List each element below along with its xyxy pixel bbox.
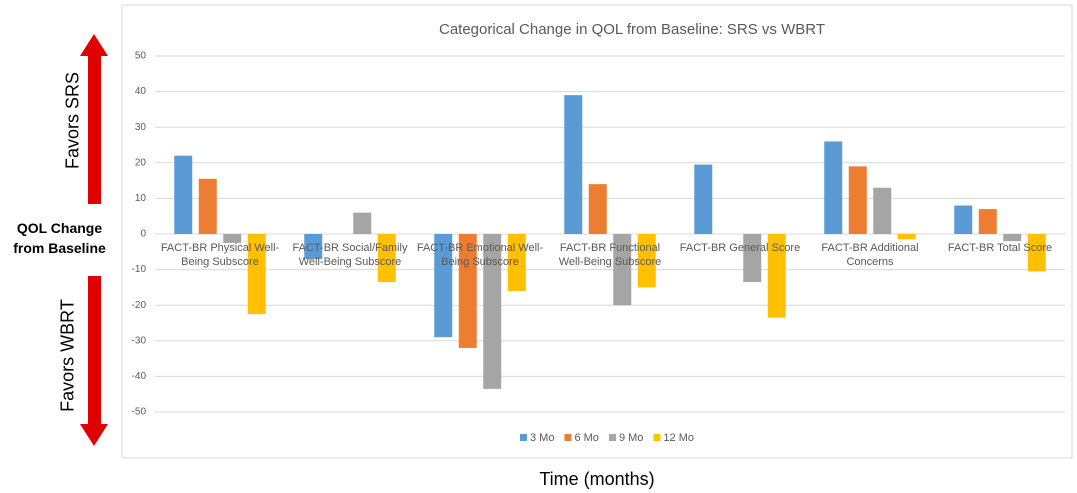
bar (434, 234, 453, 338)
y-tick-label: 20 (135, 157, 147, 168)
y-tick-label: -40 (132, 371, 147, 382)
bar (1003, 234, 1022, 242)
x-tick-label: FACT-BR Functional Well-Being Subscore (558, 242, 662, 268)
y-tick-label: -10 (132, 264, 147, 275)
bar (174, 155, 193, 234)
legend-label: 9 Mo (619, 432, 643, 444)
bar (483, 234, 502, 389)
y-tick-label: -20 (132, 300, 147, 311)
x-tick-label: FACT-BR Social/Family Well-Being Subscor… (292, 242, 408, 268)
y-tick-label: -50 (132, 407, 147, 418)
bar (824, 141, 843, 234)
bar (743, 234, 762, 283)
legend-swatch (520, 434, 527, 441)
bar (223, 234, 242, 243)
bar (848, 166, 867, 234)
y-tick-label: 40 (135, 86, 147, 97)
legend-swatch (564, 434, 572, 441)
legend-label: 6 Mo (574, 432, 598, 444)
legend-label: 12 Mo (663, 432, 694, 444)
y-tick-label: 30 (135, 122, 147, 133)
bar (247, 234, 266, 315)
bar (613, 234, 632, 306)
bar (507, 234, 526, 291)
x-tick-label: FACT-BR General Score (679, 242, 801, 254)
annotation: Favors WBRT (57, 299, 78, 412)
arrow-up (80, 34, 108, 204)
bar (458, 234, 477, 348)
chart-title: Categorical Change in QOL from Baseline:… (439, 21, 825, 38)
bar (954, 205, 973, 234)
x-tick-label: FACT-BR Total Score (947, 242, 1053, 254)
bar (377, 234, 396, 283)
y-tick-label: -30 (132, 335, 147, 346)
bar (588, 184, 607, 234)
bar (897, 234, 916, 240)
bar (1027, 234, 1046, 272)
bar (564, 95, 583, 234)
y-tick-label: 10 (135, 193, 147, 204)
bar (694, 164, 713, 234)
bar (198, 178, 217, 234)
bar (767, 234, 786, 318)
annotation: Favors SRS (62, 71, 83, 170)
arrow-down (80, 276, 108, 446)
x-tick-label: FACT-BR Additional Concerns (821, 242, 919, 268)
x-tick-label: FACT-BR Emotional Well-Being Subscore (416, 242, 544, 268)
y-axis-title: QOL Change from Baseline (13, 220, 106, 256)
x-tick-label: FACT-BR Physical Well-Being Subscore (160, 242, 280, 268)
x-axis-title: Time (months) (539, 469, 654, 489)
bar (978, 209, 997, 234)
y-tick-label: 50 (135, 51, 147, 62)
y-tick-label: 0 (140, 229, 146, 240)
legend-swatch (653, 434, 661, 441)
bar (873, 187, 892, 234)
bar (353, 212, 372, 234)
legend-label: 3 Mo (530, 432, 554, 444)
bar (637, 234, 656, 288)
bar (304, 234, 323, 259)
legend-swatch (608, 434, 616, 441)
